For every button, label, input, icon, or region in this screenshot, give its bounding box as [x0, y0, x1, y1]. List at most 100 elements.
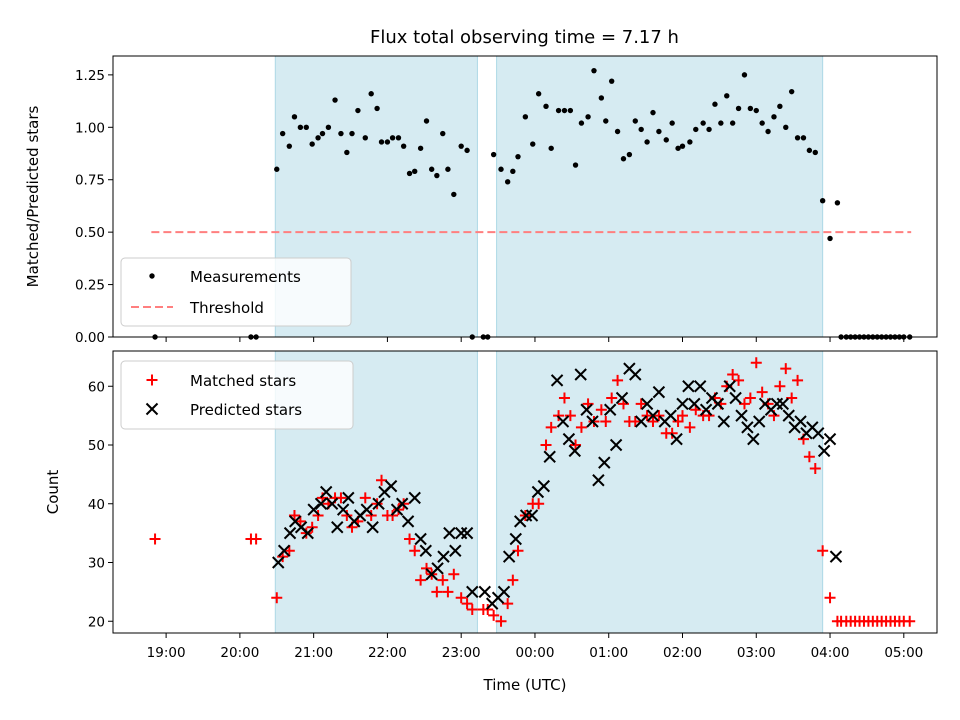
matched-star-point	[502, 598, 514, 610]
matched-star-point	[294, 515, 306, 527]
predicted-star-point	[478, 585, 492, 599]
predicted-star-point	[646, 409, 660, 422]
measurement-point	[395, 135, 402, 141]
measurement-point	[561, 107, 568, 114]
predicted-star-point	[331, 521, 344, 534]
legend-predicted-label: Predicted stars	[190, 401, 302, 419]
matched-star-point	[744, 392, 756, 404]
predicted-star-point	[366, 521, 379, 534]
measurement-point	[434, 172, 440, 179]
predicted-star-point	[729, 391, 742, 405]
measurement-point	[783, 124, 789, 130]
predicted-star-point	[556, 415, 570, 428]
legend-predicted-marker	[145, 402, 159, 416]
predicted-star-point	[543, 450, 556, 463]
measurement-point	[578, 120, 585, 126]
predicted-star-point	[437, 550, 450, 563]
matched-star-point	[365, 510, 377, 521]
measurement-point	[338, 130, 344, 137]
measurement-point	[679, 143, 686, 149]
matched-star-point	[271, 592, 283, 604]
bottom-y-tick-label: 40	[88, 497, 105, 513]
measurement-point	[458, 143, 464, 149]
predicted-star-point	[497, 585, 511, 599]
matched-star-point	[533, 498, 545, 510]
matched-star-point	[488, 609, 500, 621]
measurement-point	[759, 120, 765, 126]
matched-star-point	[392, 504, 404, 516]
matched-star-point	[359, 492, 371, 504]
measurement-point	[741, 72, 748, 78]
measurement-point	[315, 135, 321, 141]
x-tick-label: 01:00	[589, 645, 628, 661]
matched-star-point	[371, 498, 383, 510]
predicted-star-point	[782, 409, 795, 422]
measurement-point	[585, 114, 591, 120]
x-axis-label: Time (UTC)	[483, 676, 567, 694]
matched-star-point	[774, 380, 786, 392]
matched-star-point	[588, 416, 600, 427]
matched-star-point	[149, 533, 161, 545]
measurement-point	[693, 126, 699, 133]
chart-title: Flux total observing time = 7.17 h	[370, 27, 679, 48]
matched-star-point	[415, 574, 427, 586]
measurement-point	[451, 191, 457, 198]
matched-star-point	[792, 374, 804, 386]
measurement-point	[464, 147, 470, 154]
matched-star-point	[409, 545, 421, 557]
matched-star-point	[250, 533, 262, 545]
measurement-point	[522, 114, 529, 120]
measurement-point	[800, 135, 807, 141]
matched-star-point	[312, 510, 324, 521]
measurement-point	[675, 145, 681, 151]
matched-star-point	[733, 374, 745, 386]
measurement-point	[417, 145, 424, 151]
x-tick-label: 22:00	[368, 645, 407, 661]
measurement-point	[591, 67, 597, 74]
matched-star-point	[595, 404, 607, 416]
matched-star-point	[564, 410, 576, 422]
x-tick-label: 04:00	[811, 645, 850, 661]
x-tick-label: 02:00	[663, 645, 702, 661]
measurement-point	[614, 128, 621, 135]
x-tick-label: 19:00	[147, 645, 186, 661]
predicted-star-point	[682, 380, 695, 393]
predicted-star-point	[509, 532, 522, 546]
predicted-star-point	[592, 474, 605, 487]
bottom-y-tick-label: 30	[88, 556, 105, 572]
matched-star-point	[540, 439, 552, 451]
predicted-star-point	[652, 385, 666, 399]
x-tick-label: 00:00	[516, 645, 555, 661]
top-legend: Measurements Threshold	[120, 257, 352, 327]
measurement-point	[445, 166, 451, 172]
predicted-star-point	[550, 374, 564, 387]
measurement-point	[423, 118, 430, 124]
top-y-tick-label: 0.25	[75, 278, 105, 294]
measurement-point	[777, 103, 783, 110]
top-panel: 0.00 0.25 0.50 0.75 1.00 1.25 Matched/Predict…	[24, 55, 938, 346]
matched-star-point	[466, 604, 478, 615]
predicted-star-point	[466, 585, 479, 599]
matched-star-point	[672, 416, 684, 427]
predicted-star-point	[603, 403, 617, 416]
measurement-point	[567, 107, 574, 114]
matched-star-point	[404, 533, 416, 545]
measurement-point	[309, 141, 315, 147]
measurement-point	[384, 139, 391, 145]
predicted-star-point	[342, 491, 355, 505]
predicted-star-point	[794, 415, 807, 428]
bottom-legend-box	[120, 360, 354, 430]
measurement-point	[572, 162, 579, 168]
measurement-point	[490, 151, 497, 158]
predicted-star-point	[664, 409, 677, 422]
measurement-point	[669, 120, 675, 126]
measurement-point	[724, 93, 730, 99]
measurement-point	[718, 120, 724, 126]
measurement-point	[632, 118, 638, 124]
measurement-point	[812, 149, 818, 156]
matched-star-point	[461, 598, 473, 610]
predicted-star-point	[598, 456, 611, 469]
bottom-y-axis-label: Count	[44, 470, 62, 515]
measurement-point	[279, 130, 286, 137]
